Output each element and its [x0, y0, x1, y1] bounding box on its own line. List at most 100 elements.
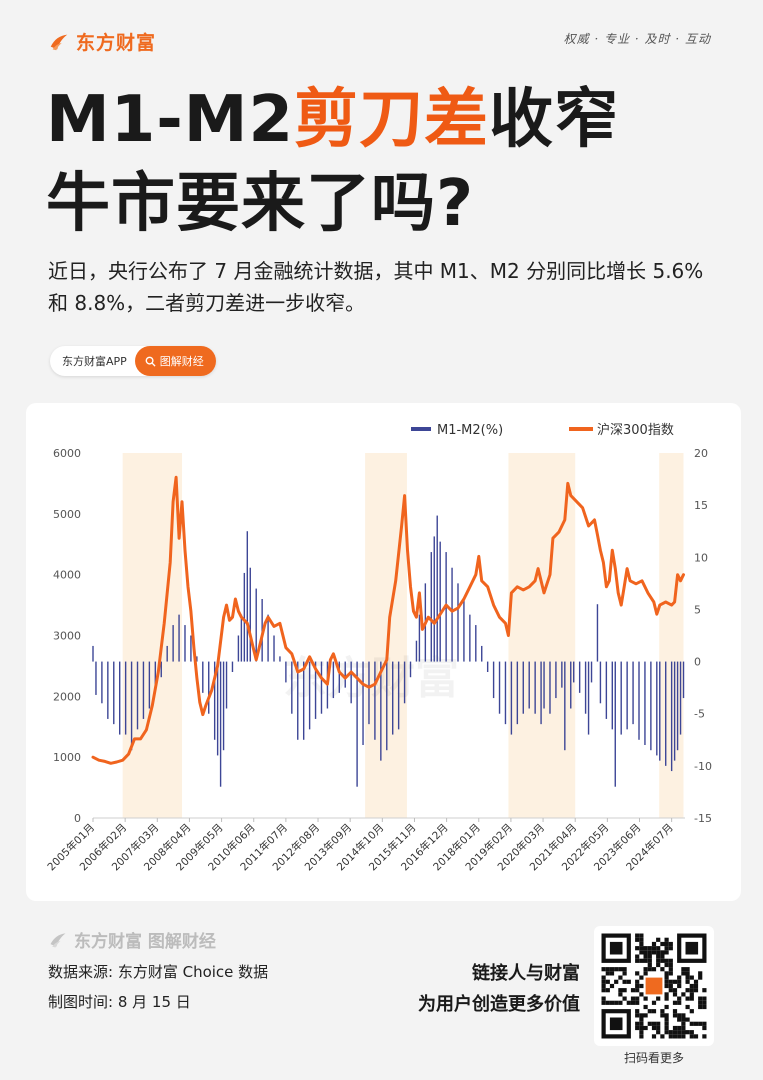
qr-module	[672, 1025, 678, 1031]
qr-module	[672, 992, 678, 997]
qr-module	[605, 967, 610, 972]
qr-module	[656, 954, 661, 959]
qr-module	[660, 1013, 665, 1018]
footer-brand-text: 东方财富 图解财经	[74, 932, 216, 952]
bar-mark	[320, 661, 323, 714]
qr-module	[651, 1000, 657, 1005]
bar-mark	[136, 661, 139, 730]
brand-logo-icon	[50, 34, 68, 50]
bar-mark	[626, 661, 628, 730]
qr-module	[664, 958, 669, 963]
tag-label: 图解财经	[159, 355, 204, 368]
qr-module	[630, 1000, 636, 1005]
bar-mark	[374, 661, 376, 740]
qr-module	[635, 954, 640, 959]
qr-module	[647, 950, 652, 955]
bar-mark	[368, 661, 370, 725]
qr-module	[677, 983, 682, 989]
bar-mark	[160, 661, 162, 678]
qr-code[interactable]	[594, 926, 714, 1046]
qr-module	[643, 958, 648, 963]
qr-module	[601, 996, 606, 1001]
qr-module	[647, 1009, 652, 1014]
qr-module	[643, 971, 648, 976]
headline-highlight: 剪刀差	[294, 83, 489, 157]
bar-mark	[380, 661, 382, 761]
qr-module	[677, 979, 682, 984]
qr-finder	[685, 941, 699, 955]
qr-module	[660, 967, 665, 972]
qr-module	[681, 971, 686, 976]
qr-module	[660, 958, 665, 963]
bar-mark	[430, 552, 432, 662]
qr-module	[689, 983, 694, 989]
bar-mark	[670, 661, 673, 772]
bar-mark	[142, 661, 145, 719]
bar-mark	[540, 661, 542, 725]
brand-name: 东方财富	[76, 32, 157, 54]
qr-module	[651, 946, 657, 951]
bar-mark	[599, 661, 602, 704]
qr-module	[681, 1034, 686, 1039]
bar-mark	[409, 661, 412, 678]
headline-line-1: M1-M2剪刀差收窄	[46, 78, 619, 162]
qr-module	[601, 967, 606, 972]
qr-module	[643, 996, 648, 1001]
bar-mark	[433, 536, 435, 662]
slogan: 权威 · 专业 · 及时 · 互动	[563, 32, 711, 46]
qr-module	[643, 946, 648, 951]
qr-module	[677, 996, 682, 1001]
footer-brand: 东方财富 图解财经	[48, 927, 216, 952]
bar-mark	[638, 661, 640, 740]
qr-module	[664, 1017, 669, 1022]
qr-module	[685, 979, 690, 984]
qr-module	[664, 1030, 669, 1035]
qr-module	[702, 1004, 707, 1010]
bar-mark	[516, 661, 519, 725]
bar-mark	[620, 661, 622, 735]
bar-mark	[101, 661, 103, 704]
bar-mark	[243, 572, 246, 662]
qr-module	[698, 1021, 703, 1026]
qr-module	[681, 1021, 686, 1026]
qr-module	[685, 1017, 690, 1022]
qr-module	[622, 996, 627, 1001]
qr-module	[677, 1034, 682, 1039]
bar-mark	[273, 635, 275, 662]
qr-module	[651, 967, 657, 972]
headline: M1-M2剪刀差收窄 牛市要来了吗?	[46, 78, 619, 246]
qr-module	[698, 996, 703, 1001]
qr-module	[664, 975, 669, 980]
qr-module	[635, 983, 640, 989]
qr-module	[609, 1000, 615, 1005]
qr-module	[647, 967, 652, 972]
qr-module	[664, 950, 669, 955]
qr-module	[601, 975, 606, 980]
qr-module	[689, 996, 694, 1001]
qr-module	[656, 996, 661, 1001]
qr-module	[643, 954, 648, 959]
bar-mark	[344, 661, 346, 688]
right-tick-label: 20	[694, 447, 708, 460]
qr-module	[668, 941, 673, 947]
qr-module	[639, 1013, 644, 1018]
qr-module	[660, 941, 665, 947]
left-tick-label: 2000	[53, 690, 81, 703]
qr-module	[601, 979, 606, 984]
qr-module	[622, 979, 627, 984]
qr-module	[656, 946, 661, 951]
bar-mark	[656, 661, 658, 756]
bar-mark	[403, 661, 406, 704]
qr-module	[672, 1034, 678, 1039]
qr-module	[685, 1030, 690, 1035]
bar-mark	[676, 661, 679, 751]
qr-module	[685, 967, 690, 972]
qr-module	[639, 975, 644, 980]
qr-module	[635, 1021, 640, 1026]
shaded-range	[365, 453, 407, 818]
bar-mark	[216, 661, 219, 756]
bar-mark	[397, 661, 400, 730]
qr-module	[672, 988, 678, 993]
qr-module	[605, 979, 610, 984]
qr-module	[651, 950, 657, 955]
